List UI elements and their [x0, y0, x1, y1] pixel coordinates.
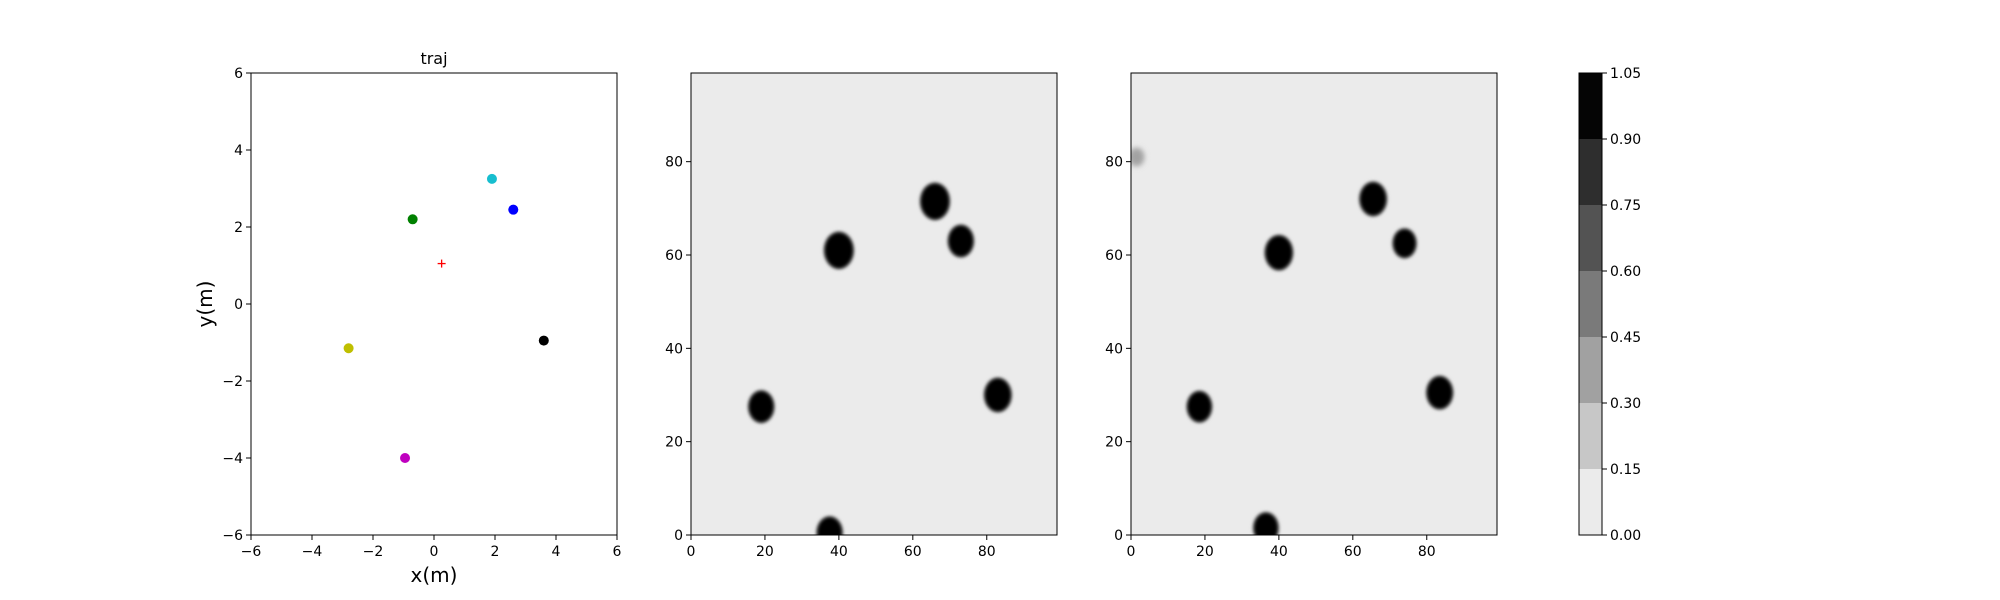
colorbar-tick-label: 0.00	[1610, 528, 1641, 544]
y-tick-label: 60	[665, 248, 683, 264]
occupancy-map-1-blobs	[747, 182, 1013, 535]
scatter-point-plus	[437, 259, 446, 268]
colorbar-frame	[1578, 72, 1603, 536]
trajectory-x-ticks: −6 −4 −2 0 2 4 6	[241, 535, 622, 560]
trajectory-panel: traj −6 −4 −2 0 2 4 6 −6 −4 −2 0 2 4 6 x(m) y(m)	[193, 49, 622, 587]
y-tick-label: 40	[665, 341, 683, 357]
y-tick-label: 20	[665, 435, 683, 451]
occupancy-map-1-area	[691, 73, 1057, 535]
scatter-point	[508, 204, 519, 215]
colorbar-tick-label: 0.60	[1610, 264, 1641, 280]
trajectory-x-label: x(m)	[411, 563, 458, 587]
occupancy-map-panel-2: 0 20 40 60 80 0 20 40 60 80	[1105, 72, 1498, 560]
occupied-cell-blob	[1358, 181, 1388, 217]
occupied-cell-blob	[983, 377, 1013, 413]
occupancy-map-2-area	[1131, 73, 1497, 535]
colorbar-segment	[1579, 139, 1602, 205]
x-tick-label: 80	[1418, 544, 1436, 560]
y-tick-label: 0	[1114, 528, 1123, 544]
occupancy-map-2-y-ticks: 0 20 40 60 80	[1105, 155, 1131, 544]
x-tick-label: 6	[613, 544, 622, 560]
x-tick-label: 60	[904, 544, 922, 560]
y-tick-label: −6	[222, 528, 243, 544]
colorbar-segment	[1579, 73, 1602, 139]
occupied-cell-blob	[1131, 148, 1144, 166]
y-tick-label: 6	[234, 66, 243, 82]
y-tick-label: 0	[674, 528, 683, 544]
y-tick-label: −2	[222, 374, 243, 390]
x-tick-label: 20	[756, 544, 774, 560]
occupied-cell-blob	[1186, 390, 1213, 424]
occupied-cell-blob	[947, 224, 975, 258]
x-tick-label: −6	[241, 544, 262, 560]
colorbar-tick-label: 0.30	[1610, 396, 1641, 412]
occupied-cell-blob	[1391, 227, 1418, 259]
scatter-point	[407, 214, 418, 225]
colorbar: 0.00 0.15 0.30 0.45 0.60 0.75 0.90 1.05	[1578, 66, 1641, 544]
x-tick-label: 0	[430, 544, 439, 560]
trajectory-y-ticks: −6 −4 −2 0 2 4 6	[222, 66, 251, 544]
occupied-cell-blob	[1264, 234, 1294, 271]
x-tick-label: 80	[978, 544, 996, 560]
colorbar-ticks: 0.00 0.15 0.30 0.45 0.60 0.75 0.90 1.05	[1602, 66, 1641, 544]
occupancy-map-1-background	[691, 73, 1057, 535]
occupancy-map-2-background	[1131, 73, 1497, 535]
occupied-cell-blob	[1425, 375, 1454, 411]
trajectory-points	[343, 173, 549, 463]
colorbar-segment	[1579, 403, 1602, 469]
occupancy-map-1-x-ticks: 0 20 40 60 80	[687, 535, 996, 560]
scatter-point	[343, 343, 354, 354]
colorbar-tick-label: 0.90	[1610, 132, 1641, 148]
x-tick-label: 0	[687, 544, 696, 560]
y-tick-label: −4	[222, 451, 243, 467]
trajectory-title: traj	[420, 49, 447, 68]
x-tick-label: −2	[363, 544, 384, 560]
x-tick-label: 0	[1127, 544, 1136, 560]
y-tick-label: 80	[1105, 155, 1123, 171]
y-tick-label: 60	[1105, 248, 1123, 264]
x-tick-label: 40	[830, 544, 848, 560]
y-tick-label: 4	[234, 143, 243, 159]
scatter-point	[538, 335, 549, 346]
occupancy-map-1-y-ticks: 0 20 40 60 80	[665, 155, 691, 544]
y-tick-label: 20	[1105, 435, 1123, 451]
occupancy-map-2-blobs	[1131, 148, 1454, 535]
scatter-point	[486, 173, 497, 184]
x-tick-label: −4	[302, 544, 323, 560]
occupied-cell-blob	[1252, 511, 1280, 535]
trajectory-plot-area	[250, 72, 618, 536]
x-tick-label: 2	[491, 544, 500, 560]
colorbar-tick-label: 0.15	[1610, 462, 1641, 478]
colorbar-tick-label: 0.45	[1610, 330, 1641, 346]
occupied-cell-blob	[823, 231, 855, 270]
colorbar-segment	[1579, 337, 1602, 403]
y-tick-label: 0	[234, 297, 243, 313]
occupied-cell-blob	[747, 389, 775, 424]
occupancy-map-1-frame	[690, 72, 1058, 536]
x-tick-label: 20	[1196, 544, 1214, 560]
colorbar-segments	[1579, 73, 1602, 535]
occupancy-map-panel-1: 0 20 40 60 80 0 20 40 60 80	[665, 72, 1058, 560]
x-tick-label: 40	[1270, 544, 1288, 560]
x-tick-label: 60	[1344, 544, 1362, 560]
occupied-cell-blob	[815, 515, 844, 535]
scatter-point	[400, 453, 411, 463]
trajectory-y-label: y(m)	[193, 281, 217, 328]
colorbar-segment	[1579, 469, 1602, 535]
y-tick-label: 40	[1105, 341, 1123, 357]
colorbar-tick-label: 0.75	[1610, 198, 1641, 214]
colorbar-segment	[1579, 271, 1602, 337]
colorbar-tick-label: 1.05	[1610, 66, 1641, 82]
y-tick-label: 80	[665, 155, 683, 171]
x-tick-label: 4	[552, 544, 561, 560]
occupancy-map-2-x-ticks: 0 20 40 60 80	[1127, 535, 1436, 560]
occupancy-map-2-frame	[1130, 72, 1498, 536]
y-tick-label: 2	[234, 220, 243, 236]
colorbar-segment	[1579, 205, 1602, 271]
occupied-cell-blob	[919, 182, 951, 221]
